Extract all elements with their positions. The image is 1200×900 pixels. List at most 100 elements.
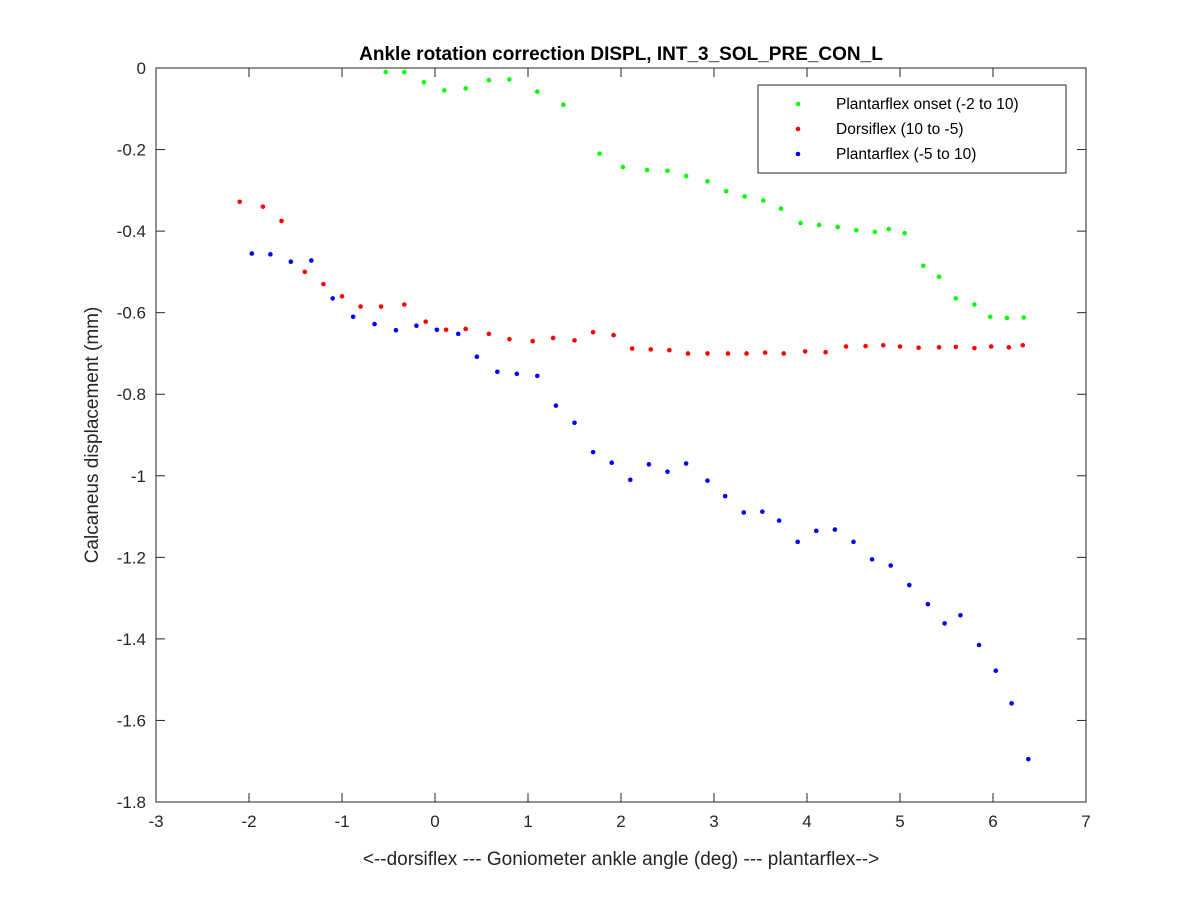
data-point (495, 369, 500, 375)
data-point (723, 188, 729, 194)
plot-area (156, 68, 1086, 802)
data-point (572, 338, 577, 343)
tick-labels: -3 -2 -1 0 1 2 3 4 5 6 7 0 -0.2 -0.4 -0.6 -0.8 -1 -1.2 -1.… (117, 59, 1091, 831)
x-tick-label: 7 (1081, 812, 1090, 831)
data-point (463, 86, 468, 91)
series-3 (249, 251, 1031, 762)
data-point (667, 347, 672, 353)
data-point (988, 344, 994, 349)
x-tick-label: 5 (895, 812, 904, 831)
y-tick-label: -1.8 (117, 793, 146, 812)
y-tick-label: -1.2 (117, 548, 146, 567)
data-point (358, 304, 363, 309)
data-point (553, 403, 559, 408)
data-point (886, 226, 892, 232)
y-tick-label: -1 (131, 467, 146, 486)
data-point (760, 509, 765, 514)
data-point (378, 304, 384, 309)
data-point (597, 151, 602, 156)
data-point (705, 351, 710, 356)
data-point (443, 327, 449, 333)
data-point (393, 327, 399, 333)
legend-label: Dorsiflex (10 to -5) (836, 121, 963, 138)
data-point (665, 168, 670, 174)
data-point (609, 460, 614, 466)
series-1 (383, 69, 1026, 321)
data-point (972, 345, 977, 351)
data-point (920, 263, 926, 269)
data-point (942, 621, 947, 626)
data-point (383, 69, 389, 75)
legend-marker (795, 101, 801, 107)
data-point (486, 331, 492, 337)
data-point (330, 296, 336, 301)
y-tick-label: -0.6 (117, 304, 146, 323)
data-point (958, 612, 963, 618)
data-point (888, 563, 893, 568)
data-point (644, 167, 650, 173)
data-points (237, 69, 1031, 762)
x-tick-label: -1 (334, 812, 349, 831)
data-point (455, 331, 461, 337)
data-point (972, 302, 977, 307)
data-point (402, 69, 407, 75)
data-point (474, 354, 480, 360)
data-point (1006, 345, 1012, 350)
data-point (572, 420, 577, 426)
x-tick-label: 6 (988, 812, 997, 831)
data-point (611, 332, 616, 338)
data-point (742, 194, 747, 199)
data-point (762, 350, 768, 355)
y-tick-label: -1.6 (117, 711, 146, 730)
data-point (953, 296, 959, 301)
data-point (880, 342, 886, 348)
data-point (953, 344, 959, 350)
data-point (902, 230, 907, 236)
x-tick-label: 1 (523, 812, 532, 831)
data-point (628, 477, 633, 483)
data-point (507, 336, 512, 342)
data-point (302, 269, 308, 275)
y-axis-label: Calcaneus displacement (mm) (82, 307, 103, 564)
legend-marker (795, 151, 801, 157)
data-point (741, 510, 747, 515)
data-point (925, 601, 931, 607)
data-point (685, 351, 691, 356)
data-point (936, 345, 942, 350)
y-tick-label: 0 (137, 59, 146, 78)
legend-marker (795, 126, 801, 132)
data-point (1021, 315, 1026, 320)
data-point (683, 173, 689, 179)
data-point (1020, 342, 1026, 348)
data-point (1009, 701, 1014, 706)
data-point (781, 351, 787, 356)
x-axis-label: <--dorsiflex --- Goniometer ankle angle … (363, 849, 879, 870)
data-point (802, 349, 808, 354)
data-point (869, 557, 875, 562)
data-point (260, 204, 266, 209)
data-point (705, 179, 710, 184)
data-point (646, 462, 652, 467)
legend-label: Plantarflex (-5 to 10) (836, 146, 976, 163)
data-point (249, 251, 255, 256)
x-tick-label: 2 (616, 812, 625, 831)
data-point (814, 528, 819, 534)
y-tick-label: -0.4 (117, 222, 146, 241)
data-point (550, 335, 556, 341)
data-point (722, 493, 728, 499)
data-point (414, 323, 419, 329)
data-point (776, 518, 782, 523)
data-point (798, 220, 803, 226)
x-tick-label: -2 (241, 812, 256, 831)
data-point (907, 582, 912, 588)
y-tick-label: -0.8 (117, 385, 146, 404)
data-point (725, 351, 731, 356)
data-point (778, 206, 784, 211)
x-tick-label: 0 (430, 812, 439, 831)
data-point (936, 274, 942, 280)
data-point (916, 345, 921, 351)
data-point (629, 346, 635, 351)
data-point (897, 344, 903, 349)
y-tick-label: -1.4 (117, 630, 146, 649)
